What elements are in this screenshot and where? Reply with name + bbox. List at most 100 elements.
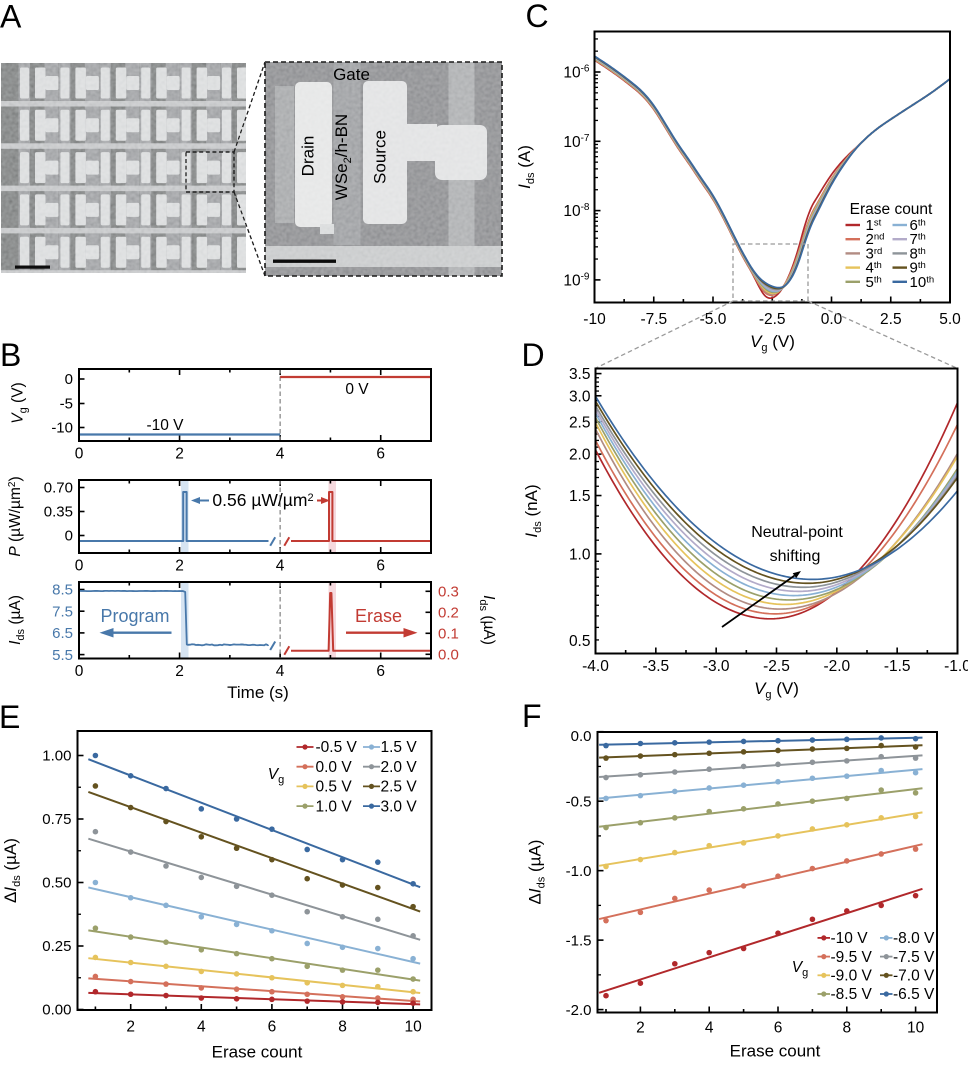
- svg-text:-2.5: -2.5: [759, 311, 786, 328]
- svg-text:Erase count: Erase count: [212, 1043, 303, 1062]
- svg-text:2.5: 2.5: [880, 311, 902, 328]
- svg-text:A: A: [0, 0, 22, 35]
- svg-text:-1.5: -1.5: [566, 932, 592, 949]
- svg-text:-9.5 V: -9.5 V: [831, 949, 873, 966]
- svg-text:7.5: 7.5: [52, 603, 73, 620]
- svg-text:0.35: 0.35: [44, 504, 73, 521]
- svg-text:shifting: shifting: [770, 548, 821, 565]
- svg-text:Erase count: Erase count: [850, 201, 933, 218]
- svg-text:0.25: 0.25: [42, 938, 71, 955]
- svg-text:Neutral-point: Neutral-point: [751, 524, 843, 541]
- svg-text:10: 10: [907, 1020, 925, 1037]
- svg-text:8: 8: [842, 1020, 851, 1037]
- svg-text:C: C: [526, 0, 549, 34]
- svg-text:-8.5 V: -8.5 V: [831, 986, 873, 1003]
- svg-text:-10: -10: [51, 420, 73, 437]
- svg-text:3.5: 3.5: [569, 366, 591, 383]
- svg-text:1.5: 1.5: [569, 488, 591, 505]
- svg-text:0.5: 0.5: [569, 633, 591, 650]
- svg-text:2: 2: [175, 558, 184, 575]
- svg-text:0.0: 0.0: [821, 311, 843, 328]
- svg-text:3.0: 3.0: [569, 388, 591, 405]
- svg-text:0.70: 0.70: [44, 480, 73, 497]
- svg-text:Ids (A): Ids (A): [515, 145, 537, 189]
- svg-text:1.0 V: 1.0 V: [316, 798, 353, 815]
- svg-text:-6.5 V: -6.5 V: [893, 986, 935, 1003]
- svg-text:4: 4: [276, 446, 285, 463]
- svg-text:6.5: 6.5: [52, 625, 73, 642]
- svg-text:Vg (V): Vg (V): [754, 679, 799, 701]
- svg-text:-10: -10: [583, 311, 606, 328]
- svg-text:-0.5 V: -0.5 V: [316, 739, 358, 756]
- svg-text:-7.5 V: -7.5 V: [893, 949, 935, 966]
- svg-text:Drain: Drain: [299, 136, 318, 177]
- svg-text:-10 V: -10 V: [146, 417, 184, 434]
- svg-text:-1.5: -1.5: [884, 658, 911, 675]
- svg-text:6: 6: [376, 663, 385, 680]
- svg-text:0 V: 0 V: [345, 381, 369, 398]
- svg-text:2.5: 2.5: [569, 415, 591, 432]
- svg-text:0: 0: [65, 528, 73, 545]
- svg-text:-3.5: -3.5: [642, 658, 669, 675]
- svg-text:P (µW/µm2): P (µW/µm2): [7, 476, 24, 556]
- svg-text:2.5 V: 2.5 V: [381, 779, 418, 796]
- svg-text:E: E: [0, 699, 20, 735]
- svg-text:0.2: 0.2: [438, 605, 459, 622]
- svg-text:1.00: 1.00: [42, 748, 71, 765]
- svg-text:0.00: 0.00: [42, 1002, 71, 1019]
- svg-text:6: 6: [376, 558, 385, 575]
- svg-text:-0.5: -0.5: [566, 793, 592, 810]
- svg-text:Vg: Vg: [792, 959, 808, 979]
- svg-text:-10 V: -10 V: [831, 930, 869, 947]
- svg-text:Vg: Vg: [268, 766, 284, 786]
- svg-text:F: F: [522, 698, 542, 734]
- svg-text:-7.0 V: -7.0 V: [893, 968, 935, 985]
- svg-text:0: 0: [75, 663, 84, 680]
- svg-text:1.5 V: 1.5 V: [381, 739, 418, 756]
- svg-text:Vg (V): Vg (V): [10, 382, 30, 423]
- svg-text:Program: Program: [100, 606, 169, 626]
- svg-text:0.0: 0.0: [571, 728, 592, 745]
- svg-text:6: 6: [774, 1020, 783, 1037]
- svg-text:Gate: Gate: [333, 65, 370, 84]
- svg-text:2: 2: [126, 1019, 135, 1036]
- svg-text:0.56 µW/µm2: 0.56 µW/µm2: [212, 490, 313, 510]
- svg-text:Ids (µA): Ids (µA): [477, 595, 497, 645]
- svg-text:-3.0: -3.0: [703, 658, 730, 675]
- svg-text:0.5 V: 0.5 V: [316, 779, 353, 796]
- svg-text:ΔIds (µA): ΔIds (µA): [1, 838, 23, 903]
- svg-text:2.0 V: 2.0 V: [381, 759, 418, 776]
- svg-text:6: 6: [376, 446, 385, 463]
- svg-text:ΔIds (µA): ΔIds (µA): [526, 840, 548, 905]
- svg-text:1.0: 1.0: [569, 546, 591, 563]
- svg-text:5.0: 5.0: [939, 311, 961, 328]
- svg-text:5.5: 5.5: [52, 647, 73, 664]
- svg-text:2: 2: [175, 663, 184, 680]
- svg-text:-2.0: -2.0: [566, 1002, 592, 1019]
- svg-text:4: 4: [197, 1019, 206, 1036]
- svg-text:-4.0: -4.0: [582, 658, 609, 675]
- svg-text:3.0 V: 3.0 V: [381, 798, 418, 815]
- svg-text:4: 4: [276, 558, 285, 575]
- svg-text:Erase: Erase: [355, 606, 402, 626]
- svg-text:-1.0: -1.0: [944, 658, 968, 675]
- svg-text:Erase count: Erase count: [730, 1042, 821, 1061]
- svg-text:0.3: 0.3: [438, 584, 459, 601]
- svg-text:0.1: 0.1: [438, 626, 459, 643]
- svg-text:-2.0: -2.0: [823, 658, 850, 675]
- svg-text:Source: Source: [371, 130, 390, 184]
- svg-text:Ids (µA): Ids (µA): [7, 595, 27, 645]
- svg-text:B: B: [0, 337, 21, 373]
- svg-text:0: 0: [75, 446, 84, 463]
- svg-text:Vg (V): Vg (V): [750, 332, 795, 354]
- svg-text:-1.0: -1.0: [566, 863, 592, 880]
- svg-text:-8.0 V: -8.0 V: [893, 930, 935, 947]
- svg-text:-9.0 V: -9.0 V: [831, 968, 873, 985]
- svg-text:4: 4: [705, 1020, 714, 1037]
- svg-text:Ids (nA): Ids (nA): [522, 484, 544, 537]
- svg-text:-7.5: -7.5: [640, 311, 667, 328]
- svg-text:8: 8: [338, 1019, 347, 1036]
- svg-text:10: 10: [404, 1019, 422, 1036]
- svg-text:2: 2: [636, 1020, 645, 1037]
- svg-text:D: D: [522, 337, 545, 373]
